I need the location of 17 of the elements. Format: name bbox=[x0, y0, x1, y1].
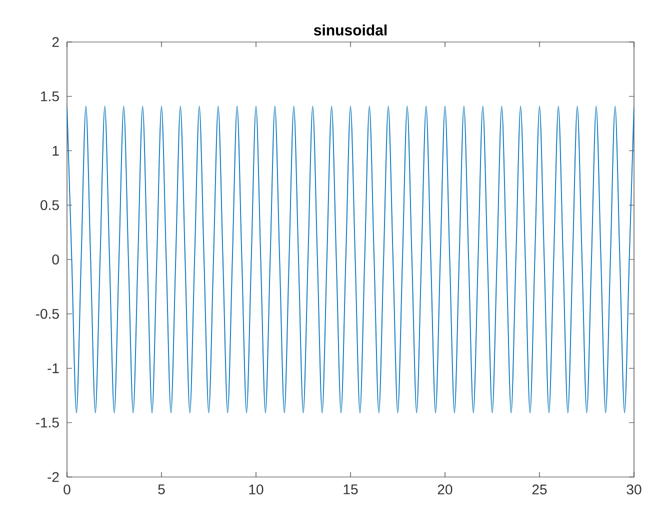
y-tick-label: 0.5 bbox=[40, 200, 59, 210]
x-tick-label: 25 bbox=[532, 484, 547, 494]
y-tick-label: 1 bbox=[52, 146, 59, 156]
y-tick-label: -1.5 bbox=[36, 418, 59, 428]
y-tick-label: 1.5 bbox=[41, 91, 59, 102]
y-tick-label: 0 bbox=[52, 254, 59, 264]
y-tick-label: 2 bbox=[52, 37, 59, 47]
chart-title: sinusoidal bbox=[314, 24, 387, 36]
y-tick-label: -1 bbox=[48, 363, 59, 374]
x-tick-label: 15 bbox=[344, 484, 358, 494]
x-tick-label: 20 bbox=[438, 484, 452, 494]
x-tick-label: 10 bbox=[249, 484, 264, 494]
x-tick-label: 0 bbox=[64, 484, 70, 494]
x-tick-label: 30 bbox=[626, 484, 642, 494]
y-tick-label: -2 bbox=[48, 472, 59, 482]
y-tick-label: -0.5 bbox=[36, 308, 59, 319]
x-tick-label: 5 bbox=[158, 484, 165, 494]
